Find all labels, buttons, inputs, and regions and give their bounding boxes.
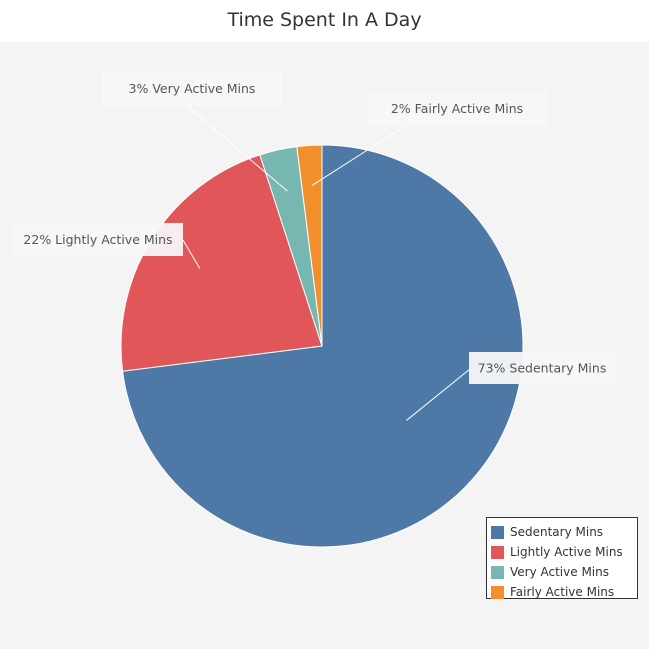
pie-slice-fairly-active	[296, 144, 323, 347]
data-label-fairly-active: 2% Fairly Active Mins	[391, 101, 523, 116]
legend-label-fairly-active: Fairly Active Mins	[510, 585, 615, 599]
legend-item-very-active: Very Active Mins	[491, 562, 637, 582]
data-label-box-sedentary	[469, 352, 615, 384]
legend-item-fairly-active: Fairly Active Mins	[491, 582, 637, 602]
data-label-box-fairly-active	[367, 91, 547, 126]
pie-slice-sedentary	[122, 144, 524, 548]
data-label-sedentary: 73% Sedentary Mins	[478, 361, 607, 376]
leader-line-fairly-active	[311, 125, 406, 186]
chart-title: Time Spent In A Day	[227, 9, 422, 31]
leader-line-sedentary	[406, 368, 471, 421]
data-label-box-lightly-active	[13, 223, 183, 256]
legend-label-lightly-active: Lightly Active Mins	[510, 545, 623, 559]
legend-item-lightly-active: Lightly Active Mins	[491, 542, 637, 562]
legend-swatch-lightly-active	[491, 545, 504, 559]
legend-label-sedentary: Sedentary Mins	[510, 525, 604, 539]
legend-swatch-fairly-active	[491, 585, 504, 599]
legend: Sedentary Mins Lightly Active Mins Very …	[486, 517, 638, 599]
leader-line-very-active	[186, 105, 288, 192]
data-label-very-active: 3% Very Active Mins	[129, 81, 256, 96]
data-label-lightly-active: 22% Lightly Active Mins	[23, 232, 172, 247]
plot-area: 73% Sedentary Mins 22% Lightly Active Min…	[0, 42, 649, 649]
legend-item-sedentary: Sedentary Mins	[491, 522, 637, 542]
legend-swatch-very-active	[491, 565, 504, 579]
pie-chart: 73% Sedentary Mins 22% Lightly Active Min…	[13, 71, 615, 548]
legend-swatch-sedentary	[491, 525, 504, 539]
data-label-box-very-active	[102, 71, 282, 106]
legend-label-very-active: Very Active Mins	[510, 565, 609, 579]
leader-line-lightly-active	[182, 239, 201, 269]
